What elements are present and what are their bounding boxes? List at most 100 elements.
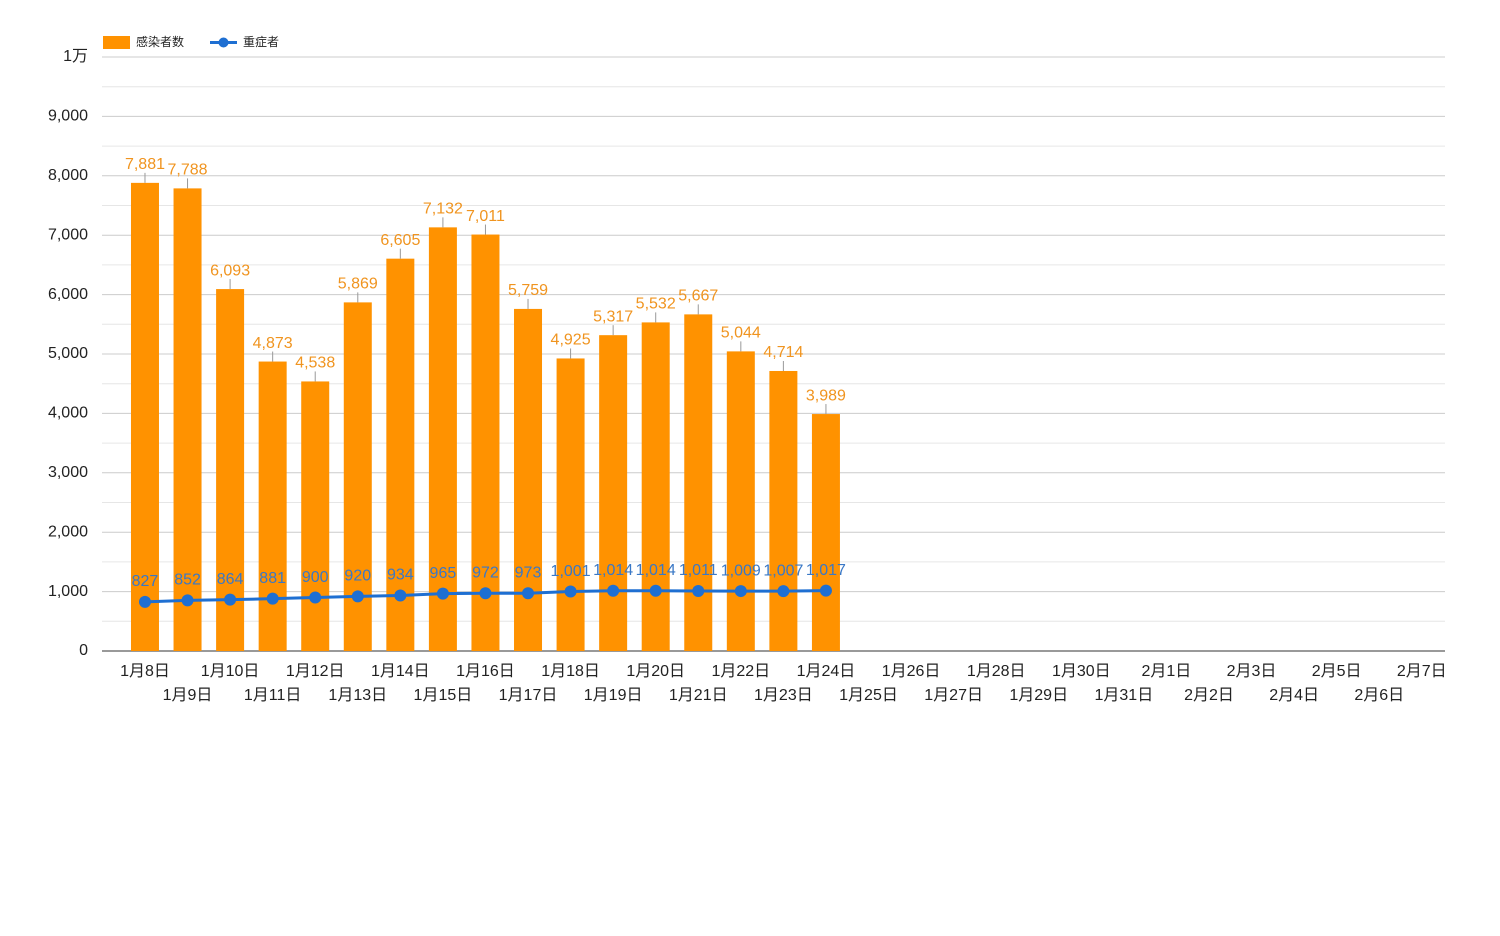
bar bbox=[769, 370, 798, 651]
x-tick-label: 1月25日 bbox=[839, 687, 898, 704]
x-tick-label: 1月19日 bbox=[584, 687, 643, 704]
line-value-label: 972 bbox=[472, 564, 499, 581]
bar bbox=[386, 258, 415, 651]
line-value-label: 1,011 bbox=[679, 562, 718, 579]
y-tick-label: 2,000 bbox=[48, 523, 88, 540]
line-value-label: 934 bbox=[387, 567, 414, 584]
line-point bbox=[522, 587, 535, 600]
bar-value-label: 4,538 bbox=[295, 355, 335, 372]
line-point bbox=[564, 585, 577, 598]
y-tick-label: 1万 bbox=[63, 48, 88, 65]
line-value-label: 965 bbox=[430, 565, 457, 582]
line-value-label: 1,001 bbox=[551, 563, 591, 580]
x-tick-label: 1月22日 bbox=[711, 663, 770, 680]
y-tick-label: 3,000 bbox=[48, 464, 88, 481]
x-tick-label: 1月14日 bbox=[371, 663, 430, 680]
x-tick-label: 1月11日 bbox=[244, 687, 302, 704]
line-point bbox=[138, 595, 151, 608]
bar-value-label: 5,869 bbox=[338, 276, 378, 293]
line-point bbox=[777, 585, 790, 598]
bar-value-label: 4,925 bbox=[551, 332, 591, 349]
legend-label: 感染者数 bbox=[136, 34, 184, 49]
x-tick-label: 1月26日 bbox=[882, 663, 941, 680]
y-tick-label: 6,000 bbox=[48, 286, 88, 303]
x-tick-label: 1月16日 bbox=[456, 663, 515, 680]
bar-value-label: 7,788 bbox=[168, 162, 208, 179]
line-point bbox=[436, 587, 449, 600]
legend-label: 重症者 bbox=[243, 34, 279, 49]
line-value-label: 827 bbox=[132, 573, 159, 590]
legend-swatch bbox=[218, 37, 229, 48]
x-tick-label: 1月21日 bbox=[669, 687, 728, 704]
line-value-label: 864 bbox=[217, 571, 244, 588]
line-point bbox=[266, 592, 279, 605]
line-point bbox=[649, 584, 662, 597]
bar-value-label: 7,881 bbox=[125, 156, 165, 173]
bar bbox=[684, 314, 713, 651]
y-tick-label: 7,000 bbox=[48, 226, 88, 243]
line-point bbox=[692, 584, 705, 597]
bar-value-label: 7,132 bbox=[423, 201, 463, 218]
bar bbox=[216, 289, 245, 651]
bar-value-label: 5,759 bbox=[508, 282, 548, 299]
bar bbox=[556, 358, 585, 651]
line-point bbox=[819, 584, 832, 597]
bar-value-label: 6,093 bbox=[210, 262, 250, 279]
line-value-label: 1,009 bbox=[721, 562, 761, 579]
bar bbox=[258, 361, 287, 651]
x-tick-label: 2月3日 bbox=[1227, 663, 1277, 680]
line-value-label: 920 bbox=[344, 568, 371, 585]
bar-value-label: 4,714 bbox=[763, 344, 803, 361]
line-value-label: 1,017 bbox=[806, 562, 846, 579]
x-tick-label: 1月28日 bbox=[967, 663, 1026, 680]
bar-value-label: 5,317 bbox=[593, 308, 633, 325]
bar bbox=[726, 351, 755, 651]
x-tick-label: 1月8日 bbox=[120, 663, 170, 680]
x-tick-label: 2月4日 bbox=[1269, 687, 1319, 704]
x-tick-label: 1月18日 bbox=[541, 663, 600, 680]
line-value-label: 881 bbox=[259, 570, 286, 587]
line-value-label: 852 bbox=[174, 572, 201, 589]
line-value-label: 900 bbox=[302, 569, 329, 586]
bar-value-label: 5,532 bbox=[636, 296, 676, 313]
legend-swatch bbox=[103, 36, 130, 49]
x-tick-label: 1月30日 bbox=[1052, 663, 1111, 680]
x-tick-label: 1月29日 bbox=[1009, 687, 1068, 704]
x-tick-label: 2月7日 bbox=[1397, 663, 1447, 680]
y-tick-label: 4,000 bbox=[48, 405, 88, 422]
bar-value-label: 4,873 bbox=[253, 335, 293, 352]
x-tick-label: 2月5日 bbox=[1312, 663, 1362, 680]
x-tick-label: 1月13日 bbox=[328, 687, 387, 704]
bar bbox=[811, 414, 840, 651]
bar-value-label: 6,605 bbox=[380, 232, 420, 249]
x-tick-label: 1月12日 bbox=[286, 663, 345, 680]
bar-value-label: 5,044 bbox=[721, 325, 761, 342]
x-tick-label: 1月15日 bbox=[414, 687, 473, 704]
line-point bbox=[224, 593, 237, 606]
x-tick-label: 2月6日 bbox=[1354, 687, 1404, 704]
x-tick-label: 2月2日 bbox=[1184, 687, 1234, 704]
bar bbox=[130, 182, 159, 652]
bar-value-label: 3,989 bbox=[806, 387, 846, 404]
x-tick-label: 1月24日 bbox=[797, 663, 856, 680]
y-tick-label: 9,000 bbox=[48, 108, 88, 125]
line-point bbox=[479, 587, 492, 600]
line-value-label: 1,007 bbox=[763, 562, 803, 579]
x-tick-label: 1月27日 bbox=[924, 687, 983, 704]
y-tick-label: 5,000 bbox=[48, 345, 88, 362]
x-tick-label: 1月23日 bbox=[754, 687, 813, 704]
bar-value-label: 7,011 bbox=[466, 208, 505, 225]
x-tick-label: 1月9日 bbox=[163, 687, 213, 704]
line-point bbox=[734, 585, 747, 598]
line-point bbox=[309, 591, 322, 604]
bar bbox=[301, 381, 330, 651]
line-point bbox=[181, 594, 194, 607]
y-tick-label: 1,000 bbox=[48, 583, 88, 600]
x-tick-label: 1月31日 bbox=[1095, 687, 1154, 704]
y-tick-label: 8,000 bbox=[48, 167, 88, 184]
bar-value-label: 5,667 bbox=[678, 288, 718, 305]
bar bbox=[428, 227, 457, 652]
line-value-label: 973 bbox=[515, 564, 542, 581]
line-value-label: 1,014 bbox=[593, 562, 633, 579]
